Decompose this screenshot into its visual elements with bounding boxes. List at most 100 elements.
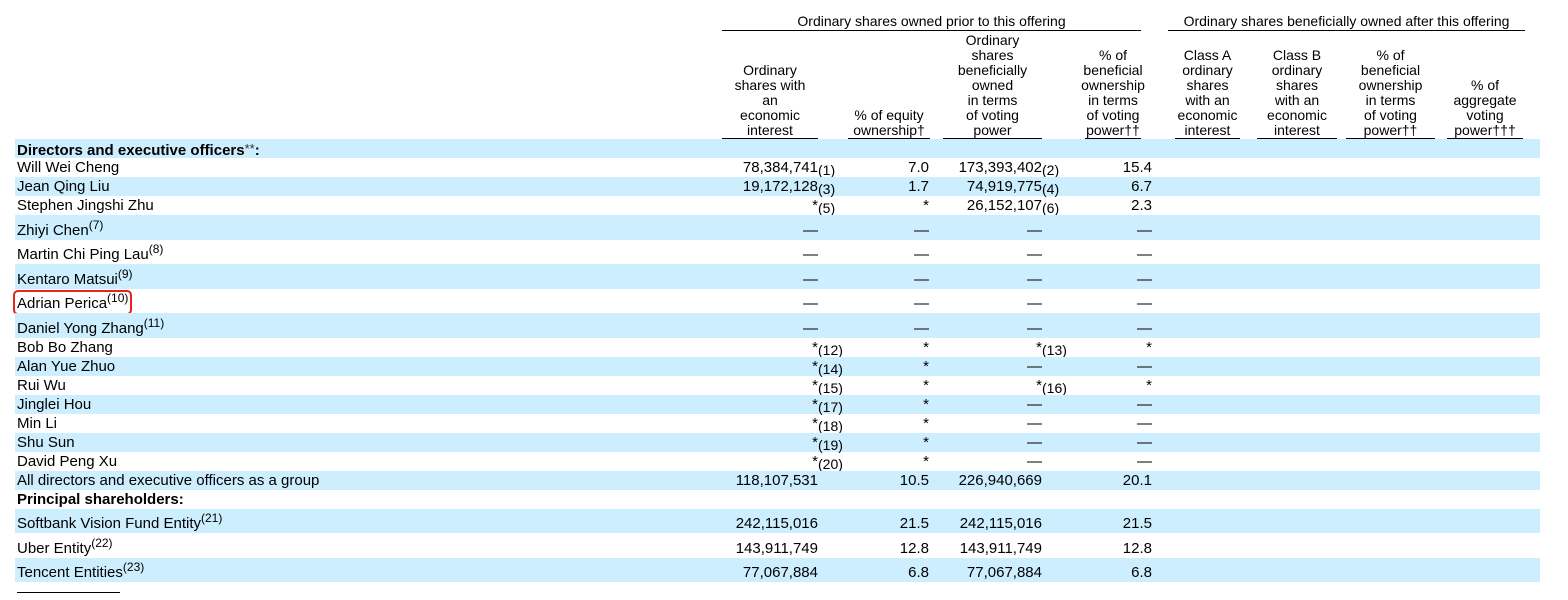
column-header: shares bbox=[971, 47, 1014, 63]
cell-value: — bbox=[1137, 221, 1152, 239]
column-header: voting bbox=[1466, 107, 1504, 123]
label-text: Bob Bo Zhang bbox=[17, 339, 113, 356]
column-header: an bbox=[762, 92, 778, 108]
row-label: Alan Yue Zhuo bbox=[17, 357, 115, 376]
table-row: Rui Wu * (15) * * (16) * bbox=[15, 376, 1540, 396]
cell-value: 2.3 bbox=[1131, 197, 1152, 214]
table-row: Shu Sun * (19) * — — bbox=[15, 432, 1540, 453]
table-row: Principal shareholders: bbox=[15, 490, 1540, 509]
cell-value: — bbox=[1137, 319, 1152, 337]
row-label: Zhiyi Chen(7) bbox=[17, 219, 103, 240]
row-label: Jinglei Hou bbox=[17, 395, 91, 414]
cell-footnote: (17) bbox=[818, 398, 843, 415]
column-header: economic bbox=[1267, 107, 1327, 123]
column-header: ownership bbox=[1358, 77, 1423, 93]
column-header: Class A bbox=[1183, 47, 1232, 63]
column-header: power†† bbox=[1363, 122, 1418, 138]
section-header: Directors and executive officers**: bbox=[17, 139, 260, 160]
cell-value: 7.0 bbox=[908, 159, 929, 176]
footnote-ref: (8) bbox=[148, 242, 164, 256]
cell-value: * bbox=[923, 414, 929, 432]
person-name: Bob Bo Zhang bbox=[17, 338, 113, 356]
cell-value: * bbox=[812, 452, 818, 470]
column-header: interest bbox=[747, 122, 793, 138]
label-text: Uber Entity(22) bbox=[17, 537, 113, 557]
cell-value: — bbox=[1137, 270, 1152, 288]
cell-value: 6.8 bbox=[908, 564, 929, 581]
table-row: Adrian Perica(10) — — — — bbox=[12, 289, 1540, 315]
table-row: Jean Qing Liu 19,172,128 (3) 1.7 74,919,775(… bbox=[15, 177, 1540, 197]
column-header: shares bbox=[1275, 77, 1319, 93]
cell-value: 118,107,531 bbox=[735, 471, 818, 489]
cell-footnote: (4) bbox=[1042, 181, 1060, 197]
section-mark: ** bbox=[244, 141, 255, 156]
column-header: economic bbox=[740, 107, 800, 123]
column-rule bbox=[1085, 138, 1141, 139]
cell-value: * bbox=[923, 357, 929, 375]
column-header: of voting bbox=[1364, 107, 1417, 123]
cell-value: * bbox=[923, 376, 929, 394]
row-label: Stephen Jingshi Zhu bbox=[17, 196, 154, 215]
cell-footnote: (3) bbox=[818, 181, 836, 197]
label-text: Martin Chi Ping Lau(8) bbox=[17, 243, 163, 263]
cell-value: * bbox=[923, 338, 929, 356]
label-text: Kentaro Matsui(9) bbox=[17, 268, 133, 288]
table-row: All directors and executive officers as … bbox=[15, 470, 1540, 490]
person-name: Kentaro Matsui bbox=[17, 270, 118, 288]
footnote-ref: (10) bbox=[107, 291, 129, 305]
column-header: beneficial bbox=[1083, 62, 1143, 78]
row-label: Tencent Entities(23) bbox=[17, 561, 144, 582]
label-text: Alan Yue Zhuo bbox=[17, 358, 115, 375]
cell-value: — bbox=[803, 246, 818, 263]
column-header: shares bbox=[1186, 77, 1229, 93]
cell-value: — bbox=[1137, 452, 1152, 470]
column-header: % of equity bbox=[854, 107, 924, 123]
column-header: interest bbox=[1184, 122, 1231, 138]
cell-value: 15.4 bbox=[1122, 159, 1152, 176]
footnote-ref: (21) bbox=[201, 511, 223, 525]
person-name: Tencent Entities bbox=[17, 564, 123, 581]
cell-value: — bbox=[1027, 357, 1042, 375]
cell-value: * bbox=[923, 395, 929, 413]
table-row: Alan Yue Zhuo * (14) * — — bbox=[15, 356, 1540, 377]
person-name: Softbank Vision Fund Entity bbox=[17, 515, 201, 532]
column-rule bbox=[1346, 138, 1435, 139]
cell-value: 6.8 bbox=[1131, 564, 1152, 581]
row-label: Kentaro Matsui(9) bbox=[17, 268, 133, 289]
cell-value: 143,911,749 bbox=[959, 539, 1042, 557]
row-label: All directors and executive officers as … bbox=[17, 471, 319, 490]
label-text: Shu Sun bbox=[17, 434, 75, 451]
cell-value: — bbox=[1027, 414, 1042, 432]
highlighted-label: Adrian Perica(10) bbox=[12, 290, 133, 315]
section-suffix: : bbox=[178, 490, 184, 508]
label-text: Rui Wu bbox=[17, 377, 66, 394]
group-header: Ordinary shares owned prior to this offe… bbox=[797, 13, 1066, 29]
cell-value: — bbox=[914, 246, 929, 263]
cell-value: 12.8 bbox=[1122, 539, 1152, 557]
column-header: Ordinary bbox=[743, 62, 797, 78]
table-row: Kentaro Matsui(9) — — — — bbox=[15, 264, 1540, 289]
table-row: Bob Bo Zhang * (12) * * (13) * bbox=[15, 338, 1540, 358]
table-row: Will Wei Cheng 78,384,741 (1) 7.0 173,393,40… bbox=[15, 158, 1540, 178]
column-header: in terms bbox=[1365, 92, 1416, 108]
cell-value: 21.5 bbox=[1122, 515, 1152, 532]
cell-value: — bbox=[803, 221, 818, 239]
cell-value: — bbox=[803, 295, 818, 312]
cell-value: 242,115,016 bbox=[959, 515, 1042, 532]
label-text: Zhiyi Chen(7) bbox=[17, 219, 103, 239]
column-rule bbox=[1175, 138, 1240, 139]
row-label: Softbank Vision Fund Entity(21) bbox=[17, 511, 223, 533]
column-rule bbox=[722, 138, 818, 139]
cell-footnote: (15) bbox=[818, 379, 843, 396]
person-name: Min Li bbox=[17, 414, 58, 432]
cell-value: * bbox=[1036, 376, 1042, 394]
row-label: Shu Sun bbox=[17, 433, 75, 452]
group-header: Ordinary shares beneficially owned after… bbox=[1183, 13, 1510, 29]
column-header: power††† bbox=[1454, 122, 1516, 138]
column-rule bbox=[1257, 138, 1337, 139]
label-text: Jinglei Hou bbox=[17, 396, 91, 413]
row-label: Adrian Perica(10) bbox=[12, 290, 133, 315]
column-header: % of bbox=[1376, 47, 1405, 63]
cell-value: 74,919,775 bbox=[966, 178, 1042, 195]
person-name: Stephen Jingshi Zhu bbox=[17, 197, 154, 214]
